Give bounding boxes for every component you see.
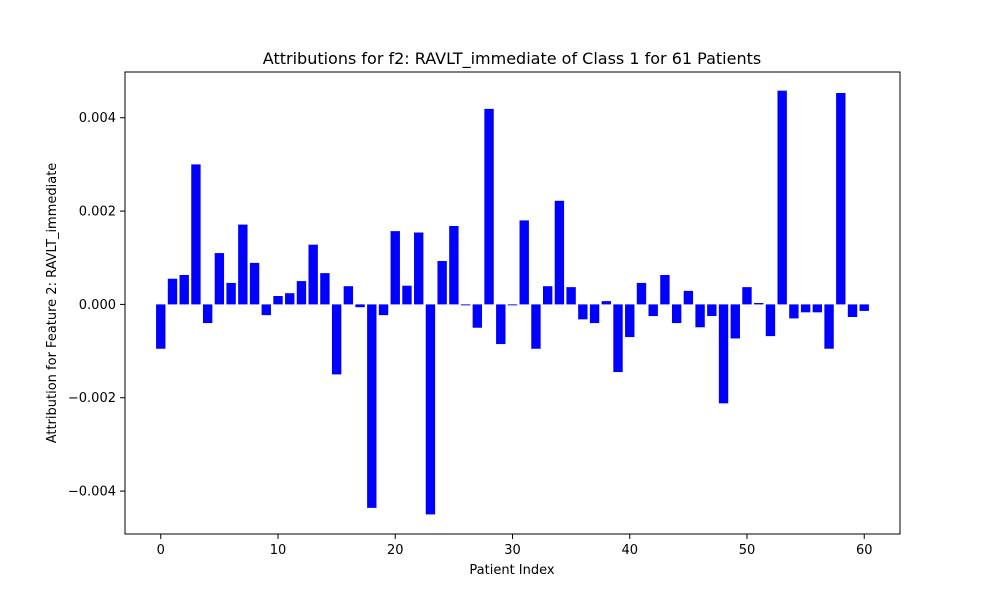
bar-patient-31 — [519, 220, 529, 305]
bar-patient-53 — [777, 90, 787, 305]
bar-patient-6 — [226, 282, 236, 305]
bar-patient-20 — [390, 231, 400, 305]
y-tick-label: −0.002 — [68, 391, 116, 406]
bar-patient-33 — [542, 286, 553, 305]
bar-patient-38 — [601, 301, 611, 305]
bar-patient-34 — [554, 200, 565, 305]
bar-patient-0 — [156, 304, 166, 349]
bar-patient-45 — [683, 290, 694, 305]
bar-patient-26 — [460, 304, 471, 306]
x-tick-label: 30 — [504, 543, 521, 558]
x-axis-title: Patient Index — [469, 563, 554, 578]
bar-patient-19 — [378, 304, 389, 316]
bar-patient-10 — [273, 296, 283, 305]
bar-patient-16 — [343, 286, 354, 305]
bar-patient-46 — [695, 304, 705, 328]
bar-patient-14 — [320, 273, 330, 305]
bar-patient-35 — [566, 287, 576, 305]
bar-patient-9 — [261, 304, 271, 316]
x-tick-label: 20 — [387, 543, 404, 558]
bar-patient-29 — [496, 304, 506, 345]
bar-patient-42 — [648, 304, 658, 317]
bar-patient-48 — [718, 304, 729, 404]
bar-patient-4 — [202, 304, 213, 324]
bar-patient-57 — [824, 304, 834, 349]
bar-patient-59 — [847, 304, 858, 317]
bar-patient-15 — [331, 304, 342, 375]
bar-patient-5 — [214, 253, 225, 305]
bar-patient-22 — [414, 232, 424, 305]
bar-patient-47 — [707, 304, 717, 317]
bar-patient-3 — [191, 164, 201, 305]
bar-patient-30 — [507, 304, 518, 306]
bar-patient-13 — [308, 244, 318, 305]
bar-patient-51 — [754, 303, 764, 305]
x-tick-label: 0 — [157, 543, 165, 558]
y-tick-label: −0.004 — [68, 485, 116, 500]
bar-patient-2 — [179, 275, 189, 305]
bar-patient-17 — [355, 304, 365, 308]
bar-patient-55 — [800, 304, 811, 313]
y-axis-title: Attribution for Feature 2: RAVLT_immedia… — [45, 163, 60, 444]
bar-patient-37 — [589, 304, 600, 324]
y-tick-label: 0.004 — [79, 111, 116, 126]
bar-patient-12 — [296, 281, 307, 305]
bar-patient-50 — [742, 287, 752, 305]
bar-patient-58 — [836, 93, 846, 305]
bar-patient-52 — [765, 304, 776, 337]
y-tick-label: 0.002 — [79, 205, 116, 220]
bar-patient-41 — [636, 282, 647, 305]
bar-patient-21 — [402, 285, 412, 305]
x-tick-label: 10 — [270, 543, 287, 558]
bar-patient-44 — [671, 304, 682, 324]
bar-patient-24 — [437, 261, 447, 305]
bar-patient-7 — [238, 224, 248, 305]
bar-patient-56 — [812, 304, 823, 313]
bar-patient-25 — [449, 226, 459, 305]
bar-patient-43 — [660, 275, 670, 305]
x-tick-label: 40 — [621, 543, 638, 558]
bar-patient-54 — [789, 304, 799, 319]
bar-patient-32 — [531, 304, 541, 349]
bar-patient-28 — [484, 108, 494, 305]
bar-patient-18 — [367, 304, 377, 508]
bar-patient-27 — [472, 304, 483, 328]
bars-group — [156, 90, 869, 515]
bar-patient-49 — [730, 304, 740, 339]
y-axis-ticks: −0.004 −0.002 0.000 0.002 0.004 — [68, 111, 125, 500]
bar-patient-60 — [859, 304, 869, 311]
bar-patient-36 — [578, 304, 588, 320]
bar-patient-23 — [425, 304, 436, 515]
bar-patient-39 — [613, 304, 623, 373]
chart-title: Attributions for f2: RAVLT_immediate of … — [263, 49, 761, 69]
x-axis-ticks: 0 10 20 30 40 50 60 — [157, 534, 873, 558]
x-tick-label: 60 — [856, 543, 873, 558]
bar-patient-11 — [285, 293, 295, 305]
bar-patient-8 — [249, 262, 260, 305]
x-tick-label: 50 — [739, 543, 756, 558]
bar-patient-40 — [625, 304, 635, 338]
bar-patient-1 — [167, 278, 178, 305]
y-tick-label: 0.000 — [79, 298, 116, 313]
